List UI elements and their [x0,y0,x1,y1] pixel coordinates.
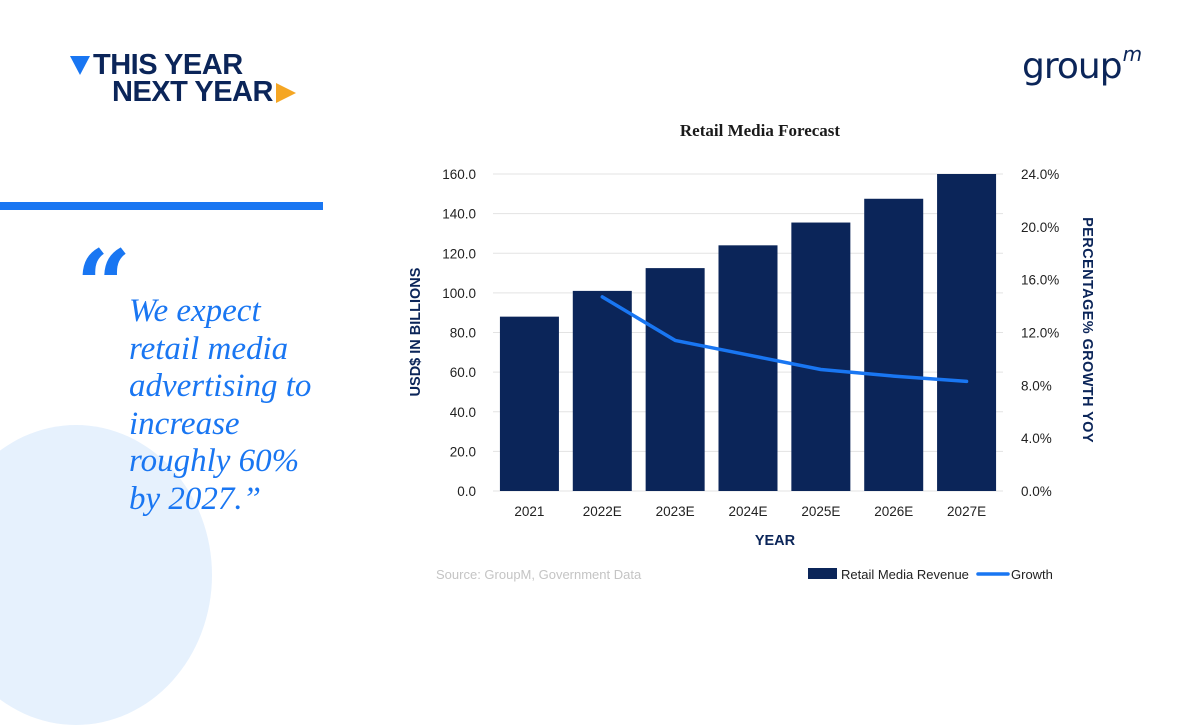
y2-tick-label: 8.0% [1021,378,1052,393]
y2-tick-label: 16.0% [1021,273,1059,288]
y-tick-label: 0.0 [457,484,476,499]
y-tick-label: 40.0 [450,405,476,420]
y2-tick-label: 0.0% [1021,484,1052,499]
bar-2024E [719,245,778,491]
bar-2025E [791,223,850,491]
y-tick-label: 140.0 [442,207,476,222]
x-axis-title: YEAR [755,533,796,549]
y2-axis-title: PERCENTAGE% GROWTH YOY [1079,217,1095,443]
x-tick-label: 2021 [514,504,544,519]
legend-swatch-revenue [808,568,837,579]
y-tick-label: 100.0 [442,286,476,301]
y2-tick-label: 4.0% [1021,431,1052,446]
source-note: Source: GroupM, Government Data [436,567,642,582]
bar-2021 [500,317,559,491]
y-tick-label: 60.0 [450,365,476,380]
legend-label-growth: Growth [1011,567,1053,582]
legend-label-revenue: Retail Media Revenue [841,567,969,582]
x-tick-label: 2026E [874,504,913,519]
bar-2023E [646,268,705,491]
y2-tick-label: 24.0% [1021,167,1059,182]
y-tick-label: 80.0 [450,326,476,341]
x-tick-label: 2022E [583,504,622,519]
y2-tick-label: 20.0% [1021,220,1059,235]
y-axis-title: USD$ IN BILLIONS [408,267,424,396]
y-tick-label: 120.0 [442,246,476,261]
x-tick-label: 2027E [947,504,986,519]
bar-2022E [573,291,632,491]
x-tick-label: 2024E [728,504,767,519]
y-tick-label: 20.0 [450,444,476,459]
retail-media-forecast-chart: Retail Media Forecast 0.0 20.0 40.0 60.0 80.0… [0,0,1200,614]
x-tick-label: 2025E [801,504,840,519]
chart-title: Retail Media Forecast [680,121,841,140]
y2-tick-label: 12.0% [1021,326,1059,341]
y-tick-label: 160.0 [442,167,476,182]
bar-2026E [864,199,923,491]
x-tick-label: 2023E [656,504,695,519]
bar-2027E [937,174,996,491]
